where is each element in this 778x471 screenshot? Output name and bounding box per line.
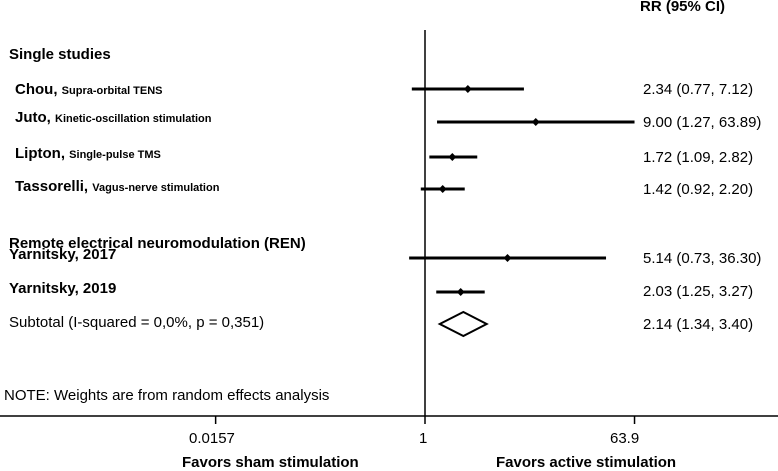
ci-text-lipton: 1.72 (1.09, 2.82) (643, 149, 754, 166)
group-title-ren: Remote electrical neuromodulation (REN) (9, 235, 306, 252)
point-estimate (438, 185, 447, 193)
point-estimate (448, 153, 457, 161)
ci-text-chou: 2.34 (0.77, 7.12) (643, 81, 754, 98)
ci-text-subtotal: 2.14 (1.34, 3.40) (643, 316, 754, 333)
study-label-tassorelli: Tassorelli, Vagus-nerve stimulation (15, 178, 220, 195)
ci-text-tassorelli: 1.42 (0.92, 2.20) (643, 181, 754, 198)
note-text: NOTE: Weights are from random effects an… (4, 387, 330, 404)
study-author: Juto (15, 109, 47, 126)
subtotal-label: Subtotal (I-squared = 0,0%, p = 0,351) (9, 314, 265, 331)
ci-text-juto: 9.00 (1.27, 63.89) (643, 114, 762, 131)
point-estimate (503, 254, 512, 262)
study-author: Lipton (15, 145, 61, 162)
study-detail: Supra-orbital TENS (61, 85, 163, 97)
x-direction-label-right: Favors active stimulation (496, 454, 677, 471)
study-detail: Vagus-nerve stimulation (92, 182, 220, 194)
study-label-lipton: Lipton, Single-pulse TMS (15, 145, 161, 162)
study-detail: Kinetic-oscillation stimulation (55, 113, 212, 125)
study-label-yarnitsky-2019: Yarnitsky, 2019 (9, 280, 117, 297)
x-tick-label-left: 0.0157 (189, 430, 235, 447)
study-author: Tassorelli (15, 178, 84, 195)
study-author: Chou (15, 81, 54, 98)
column-header: RR (95% CI) (640, 0, 726, 15)
study-label-yarnitsky-2017: Yarnitsky, 2017 (9, 246, 117, 263)
point-estimate (456, 288, 465, 296)
point-estimate (463, 85, 472, 93)
study-detail: Single-pulse TMS (69, 149, 161, 161)
ci-text-yarnitsky-2019: 2.03 (1.25, 3.27) (643, 283, 754, 300)
x-direction-label-left: Favors sham stimulation (182, 454, 359, 471)
ci-text-yarnitsky-2017: 5.14 (0.73, 36.30) (643, 250, 762, 267)
x-tick-label-center: 1 (419, 430, 428, 447)
study-label-chou: Chou, Supra-orbital TENS (15, 81, 163, 98)
subtotal-diamond (437, 310, 489, 338)
group-title-single-studies: Single studies (9, 46, 111, 63)
study-label-juto: Juto, Kinetic-oscillation stimulation (15, 109, 212, 126)
point-estimate (531, 118, 540, 126)
x-tick-label-right: 63.9 (610, 430, 640, 447)
